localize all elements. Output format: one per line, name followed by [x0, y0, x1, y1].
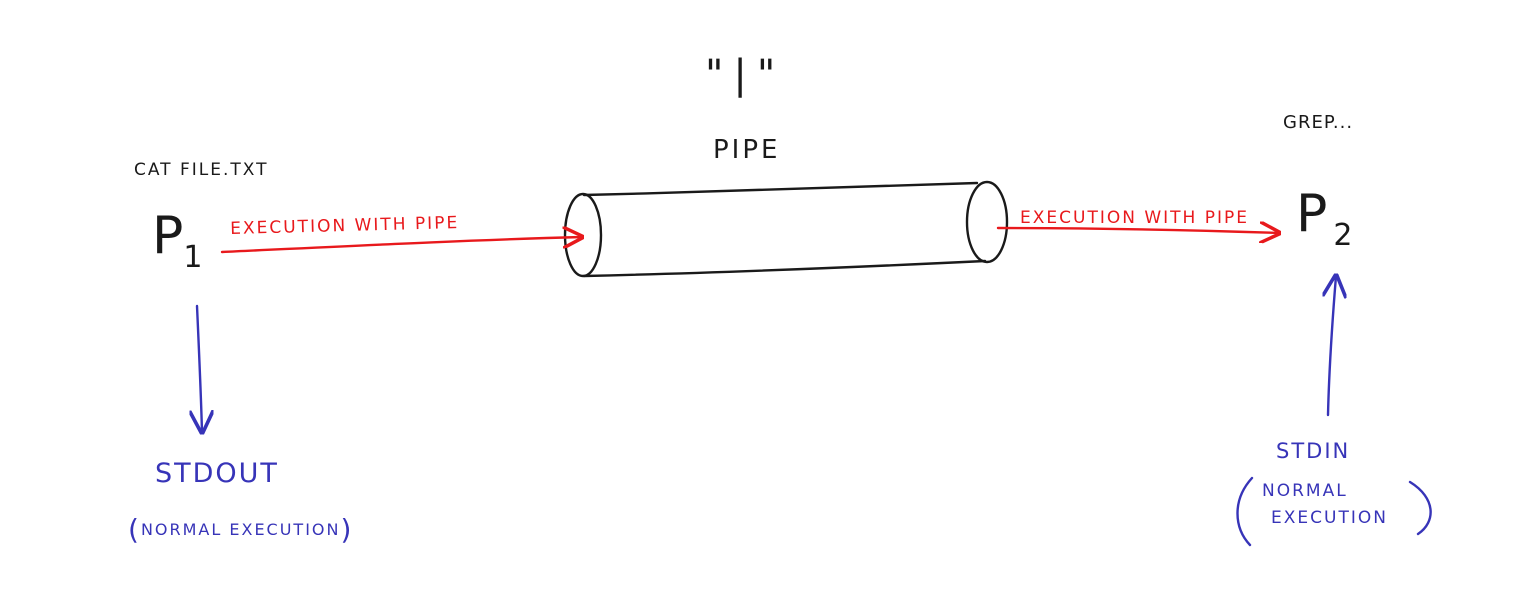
pipe-flow-arrow-left: [220, 237, 582, 254]
stdout-label: STDOUT: [155, 458, 279, 489]
process-1-subscript: 1: [183, 240, 203, 275]
pipe-bottom-edge: [582, 259, 987, 278]
stdin-note-paren-right: [1408, 480, 1432, 536]
stdin-note-paren-left: [1236, 476, 1254, 547]
stdout-note-paren-open: (: [128, 513, 141, 546]
stdout-note: (NORMAL EXECUTION): [128, 513, 353, 546]
stdin-note-line2: EXECUTION: [1271, 508, 1388, 528]
flow-right-label: EXECUTION WITH PIPE: [1020, 208, 1249, 228]
command-right-label: GREP...: [1283, 112, 1354, 133]
process-2-letter: P: [1296, 184, 1328, 244]
pipe-left-end: [563, 192, 603, 278]
stdin-label: STDIN: [1276, 439, 1351, 463]
process-1-letter: P: [152, 206, 184, 266]
process-1-node: P1: [152, 206, 202, 275]
stdout-note-paren-close: ): [340, 513, 354, 546]
stdin-arrow: [1328, 276, 1336, 417]
pipe-flow-arrow-right: [996, 228, 1279, 233]
stdin-note-line1: NORMAL: [1262, 481, 1348, 501]
stdout-note-text: NORMAL EXECUTION: [140, 520, 341, 539]
pipe-symbol-label: "|": [705, 52, 786, 98]
pipe-title-label: PIPE: [713, 135, 781, 165]
stdout-arrow: [197, 304, 202, 432]
pipe-right-end: [965, 180, 1009, 264]
pipe-top-edge: [582, 181, 979, 197]
command-left-label: CAT FILE.TXT: [134, 160, 269, 180]
process-2-subscript: 2: [1333, 218, 1353, 253]
pipe-cylinder: [563, 180, 1009, 278]
